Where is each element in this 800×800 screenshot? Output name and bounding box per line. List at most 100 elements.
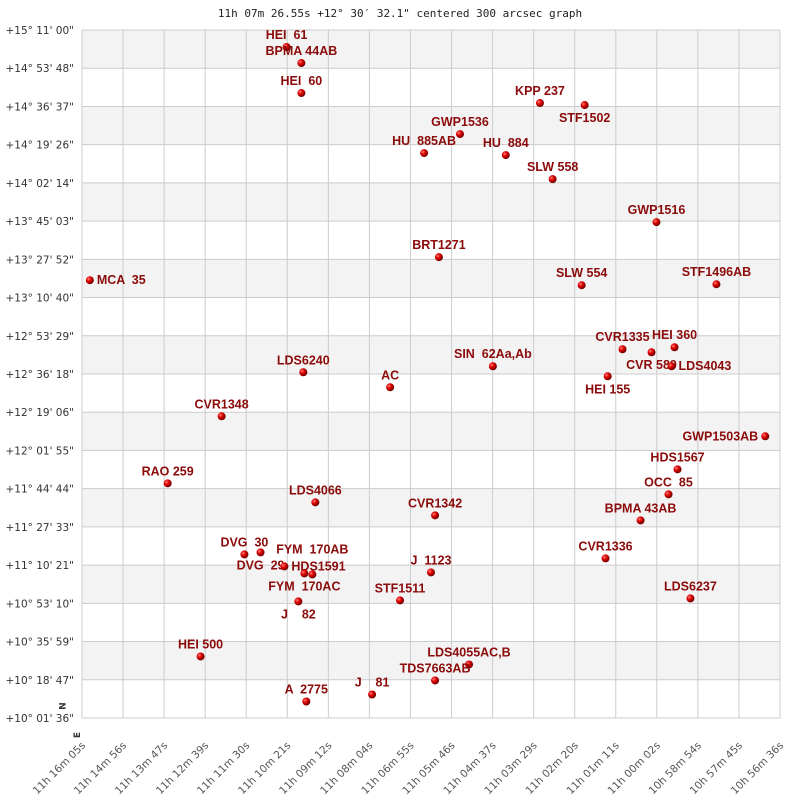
plot-band [82, 488, 780, 527]
star-point[interactable]: J 82 [281, 597, 316, 621]
star-marker[interactable] [636, 516, 645, 525]
star-point[interactable]: OCC 85 [644, 475, 693, 499]
star-marker[interactable] [85, 276, 94, 285]
star-marker[interactable] [488, 362, 497, 371]
star-label: FYM 170AB [276, 542, 348, 556]
star-marker[interactable] [577, 281, 586, 290]
star-label: DVG 30 [220, 535, 268, 549]
star-marker[interactable] [196, 652, 205, 661]
star-label: HU 885AB [392, 134, 456, 148]
star-label: KPP 237 [515, 84, 565, 98]
star-point[interactable]: MCA 35 [85, 273, 146, 287]
star-point[interactable]: CVR1336 [578, 539, 633, 563]
star-marker[interactable] [456, 130, 465, 139]
star-marker[interactable] [297, 89, 306, 98]
star-point[interactable]: GWP1516 [628, 203, 686, 227]
star-point[interactable]: CVR 589 [626, 348, 677, 372]
star-marker[interactable] [580, 101, 589, 110]
compass-east-label: E [73, 732, 83, 738]
star-marker[interactable] [761, 432, 770, 441]
star-marker[interactable] [670, 343, 679, 352]
star-point[interactable]: SLW 554 [556, 266, 607, 290]
star-point[interactable]: GWP1536 [431, 115, 489, 139]
star-marker[interactable] [217, 412, 226, 421]
star-point[interactable]: STF1511 [375, 581, 426, 605]
star-marker[interactable] [652, 218, 661, 227]
star-point[interactable]: HU 884 [483, 136, 529, 160]
star-point[interactable]: KPP 237 [515, 84, 565, 108]
star-point[interactable]: HEI 360 [652, 328, 697, 352]
star-marker[interactable] [426, 568, 435, 577]
star-point[interactable]: HEI 61 [266, 28, 308, 52]
star-point[interactable]: BPMA 43AB [605, 501, 677, 525]
star-marker[interactable] [308, 570, 317, 579]
plot-band [82, 221, 780, 260]
star-marker[interactable] [535, 99, 544, 108]
star-point[interactable]: AC [381, 368, 399, 392]
compass-north-label: N [56, 702, 66, 710]
star-point[interactable]: HEI 500 [178, 637, 223, 661]
star-marker[interactable] [712, 280, 721, 289]
star-marker[interactable] [299, 368, 308, 377]
star-point[interactable]: HEI 60 [281, 74, 323, 98]
star-point[interactable]: J 1123 [410, 553, 452, 577]
star-marker[interactable] [647, 348, 656, 357]
star-point[interactable]: RAO 259 [142, 464, 194, 488]
star-marker[interactable] [368, 690, 377, 699]
star-point[interactable]: HDS1567 [650, 450, 705, 474]
star-point[interactable]: LDS6240 [277, 353, 330, 377]
star-marker[interactable] [465, 660, 474, 669]
star-point[interactable]: DVG 29 [237, 548, 285, 572]
star-marker[interactable] [548, 175, 557, 184]
star-marker[interactable] [431, 676, 440, 685]
star-point[interactable]: A 2775 [285, 682, 328, 706]
star-marker[interactable] [618, 345, 627, 354]
star-point[interactable]: CVR1335 [595, 330, 650, 354]
star-point[interactable]: TDS7663AB [400, 661, 471, 685]
star-marker[interactable] [386, 383, 395, 392]
star-marker[interactable] [603, 372, 612, 381]
star-point[interactable]: CVR1342 [408, 496, 462, 520]
star-marker[interactable] [667, 362, 676, 371]
star-point[interactable]: STF1502 [559, 101, 610, 125]
star-point[interactable]: SLW 558 [527, 160, 578, 184]
star-point[interactable]: CVR1348 [195, 397, 249, 421]
star-label: TDS7663AB [400, 661, 471, 675]
star-point[interactable]: GWP1503AB [682, 429, 770, 443]
star-marker[interactable] [601, 554, 610, 563]
star-point[interactable]: LDS4055AC,B [427, 645, 511, 669]
star-marker[interactable] [297, 59, 306, 68]
star-point[interactable]: FYM 170AB [276, 542, 348, 579]
star-point[interactable]: BPMA 44AB [265, 44, 337, 68]
star-marker[interactable] [420, 149, 429, 158]
star-point[interactable]: BRT1271 [412, 238, 466, 262]
star-marker[interactable] [282, 43, 291, 52]
star-marker[interactable] [280, 562, 289, 571]
star-point[interactable]: HU 885AB [392, 134, 456, 158]
star-marker[interactable] [501, 151, 510, 160]
star-point[interactable]: FYM 170AC [268, 569, 341, 593]
star-point[interactable]: LDS6237 [664, 579, 717, 603]
y-tick-label: +12° 19' 06" [5, 407, 74, 419]
star-point[interactable]: HEI 155 [585, 372, 630, 396]
star-point[interactable]: SIN 62Aa,Ab [454, 347, 532, 371]
star-marker[interactable] [240, 550, 249, 559]
star-marker[interactable] [396, 596, 405, 605]
star-marker[interactable] [294, 597, 303, 606]
star-point[interactable]: J 81 [355, 675, 390, 699]
star-marker[interactable] [311, 498, 320, 507]
star-label: DVG 29 [237, 558, 285, 572]
star-point[interactable]: LDS4066 [289, 483, 342, 507]
star-marker[interactable] [434, 253, 443, 262]
star-marker[interactable] [431, 511, 440, 520]
star-marker[interactable] [673, 465, 682, 474]
star-marker[interactable] [302, 697, 311, 706]
star-marker[interactable] [163, 479, 172, 488]
star-marker[interactable] [686, 594, 695, 603]
star-marker[interactable] [664, 490, 673, 499]
star-marker[interactable] [256, 548, 265, 557]
star-point[interactable]: STF1496AB [682, 265, 751, 289]
star-marker[interactable] [300, 569, 309, 578]
star-point[interactable]: DVG 30 [220, 535, 268, 559]
star-point[interactable]: LDS4043 [667, 359, 732, 373]
